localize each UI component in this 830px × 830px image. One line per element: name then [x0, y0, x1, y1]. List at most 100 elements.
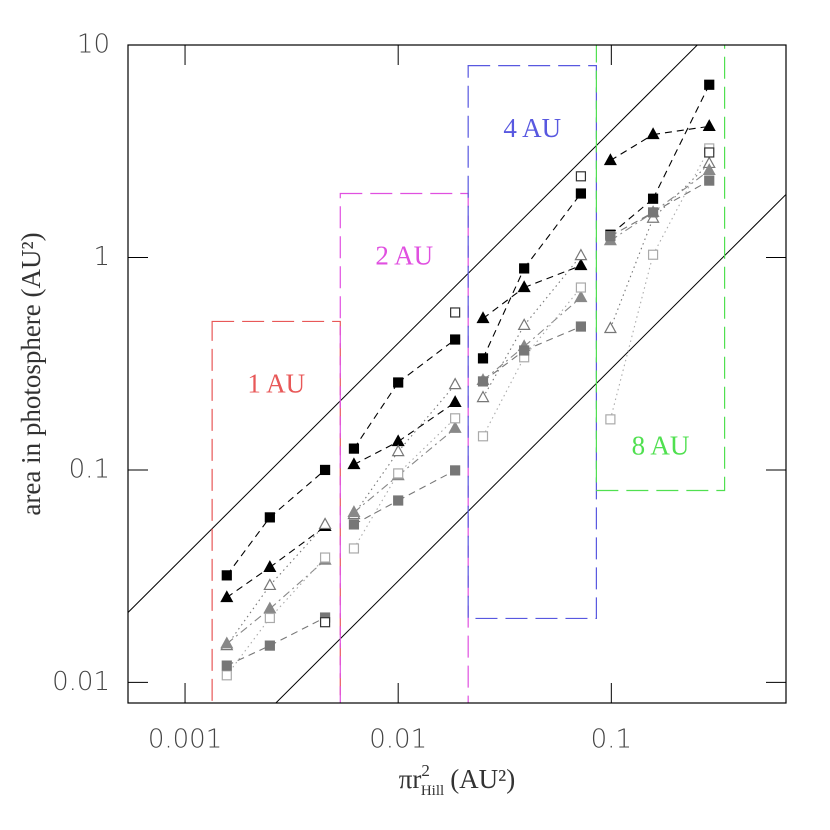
x-label-sup: 2	[421, 761, 430, 780]
marker-square	[264, 612, 275, 624]
x-tick-label: 0.01	[369, 725, 427, 755]
marker-square	[450, 307, 461, 318]
series-line	[523, 265, 582, 289]
series-line	[482, 357, 525, 437]
region-box	[339, 192, 469, 703]
marker-triangle	[476, 311, 490, 324]
series-line	[397, 339, 456, 383]
series-line	[269, 559, 326, 610]
marker-triangle	[347, 505, 361, 518]
marker-square	[704, 175, 715, 186]
series-line	[269, 469, 326, 518]
series-line	[397, 401, 456, 443]
series-line	[397, 469, 456, 501]
marker-square	[221, 670, 232, 681]
series-line	[269, 557, 326, 619]
marker-triangle	[391, 444, 405, 457]
marker-triangle	[220, 636, 234, 649]
marker-square	[575, 171, 587, 182]
marker-triangle	[603, 321, 617, 334]
y-tick-label: 10	[77, 30, 110, 60]
marker-triangle	[220, 590, 234, 603]
series-line	[652, 163, 710, 219]
series-line	[353, 500, 399, 525]
marker-triangle	[476, 390, 490, 403]
x-axis-label: πr2 Hill (AU²)	[399, 761, 516, 800]
marker-square	[393, 377, 404, 388]
marker-square	[221, 570, 232, 581]
marker-square	[348, 519, 360, 530]
series-line	[482, 346, 525, 381]
marker-square	[704, 147, 715, 158]
series-line	[609, 254, 654, 420]
marker-square	[319, 464, 331, 476]
series-line	[610, 198, 654, 236]
marker-square	[264, 512, 275, 523]
marker-triangle	[702, 163, 716, 175]
series-line	[482, 350, 525, 382]
series-line	[353, 451, 399, 515]
series-line	[610, 134, 654, 161]
marker-triangle	[517, 318, 531, 330]
marker-square	[647, 249, 659, 260]
series-line	[226, 566, 271, 598]
marker-square	[477, 376, 489, 387]
marker-square	[519, 345, 530, 356]
series-line	[652, 180, 710, 213]
series-line	[226, 617, 271, 676]
marker-triangle	[448, 377, 462, 390]
marker-triangle	[448, 421, 462, 433]
series-line	[269, 617, 326, 647]
series-line	[523, 255, 582, 326]
x-label-base: πr	[399, 764, 422, 794]
series-line	[353, 475, 399, 513]
region-label: 4 AU	[503, 113, 561, 143]
marker-triangle	[263, 601, 277, 614]
region-box	[211, 320, 341, 703]
series-line	[353, 473, 399, 549]
region-box	[467, 64, 597, 620]
marker-square	[477, 353, 489, 364]
marker-square	[264, 640, 275, 651]
marker-square	[348, 443, 360, 454]
marker-square	[319, 552, 331, 563]
series-line	[482, 287, 525, 319]
series-line	[652, 125, 710, 136]
marker-triangle	[574, 258, 588, 271]
series-line	[610, 211, 654, 242]
marker-triangle	[574, 290, 588, 303]
series-line	[652, 169, 710, 213]
marker-square	[575, 282, 587, 293]
region-label: 2 AU	[375, 241, 433, 271]
marker-triangle	[347, 457, 361, 470]
series-line	[523, 326, 582, 351]
series-line	[353, 382, 399, 449]
marker-square	[348, 543, 360, 554]
series-line	[226, 517, 271, 576]
series-line	[609, 218, 654, 329]
marker-triangle	[517, 280, 531, 293]
x-tick-label: 0.001	[148, 725, 222, 755]
marker-square	[647, 207, 659, 218]
marker-triangle	[263, 560, 277, 572]
marker-square	[575, 188, 587, 199]
series-line	[610, 211, 654, 237]
marker-square	[575, 321, 587, 332]
marker-square	[450, 334, 461, 345]
marker-square	[605, 231, 616, 242]
series-line	[226, 585, 271, 646]
marker-square	[393, 468, 404, 479]
y-tick-label: 0.1	[69, 454, 110, 484]
series-line	[397, 417, 456, 474]
series-line	[226, 645, 271, 667]
series-line	[652, 148, 710, 255]
marker-triangle	[646, 127, 660, 140]
marker-triangle	[603, 153, 617, 166]
y-tick-label: 0.01	[52, 667, 110, 697]
marker-square	[519, 263, 530, 274]
x-tick-label: 0.1	[591, 725, 632, 755]
series-line	[269, 524, 326, 586]
x-label-unit: (AU²)	[450, 764, 515, 794]
series-line	[353, 441, 399, 466]
